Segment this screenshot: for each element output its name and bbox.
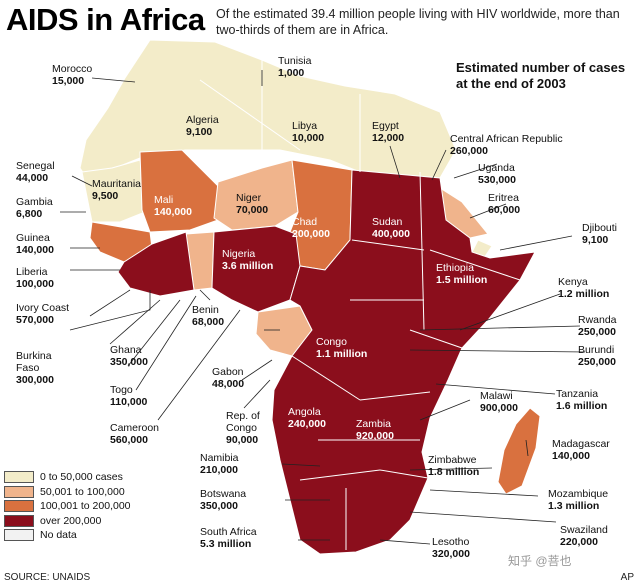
label-guinea: Guinea 140,000 (16, 232, 54, 256)
label-burkina-faso: Burkina Faso 300,000 (16, 350, 54, 386)
label-nigeria: Nigeria 3.6 million (222, 248, 274, 272)
label-cameroon: Cameroon 560,000 (110, 422, 160, 446)
legend-swatch (4, 529, 34, 542)
legend-label: over 200,000 (40, 514, 102, 527)
label-sudan: Sudan 400,000 (372, 216, 410, 240)
legend-label: 100,001 to 200,000 (40, 500, 131, 513)
label-congo: Congo 1.1 million (316, 336, 368, 360)
label-zambia: Zambia 920,000 (356, 418, 394, 442)
label-niger: Niger 70,000 (236, 192, 269, 216)
legend-swatch (4, 471, 34, 484)
region-north-africa (79, 39, 457, 187)
label-mali: Mali 140,000 (154, 194, 192, 218)
label-togo: Togo 110,000 (110, 384, 148, 408)
page-subtitle: Of the estimated 39.4 million people liv… (216, 7, 620, 37)
label-algeria: Algeria 9,100 (186, 114, 219, 138)
label-burundi: Burundi 250,000 (578, 344, 616, 368)
agency-credit: AP (620, 572, 634, 583)
legend-item: 100,001 to 200,000 (4, 499, 131, 514)
label-morocco: Morocco 15,000 (52, 63, 93, 87)
region-madagascar (497, 407, 541, 495)
country-borders (199, 60, 521, 550)
region-mali (139, 149, 219, 233)
map-legend: 0 to 50,000 cases 50,001 to 100,000 100,… (4, 470, 131, 543)
label-madagascar: Madagascar 140,000 (552, 438, 610, 462)
label-rwanda: Rwanda 250,000 (578, 314, 617, 338)
label-libya: Libya 10,000 (292, 120, 325, 144)
label-chad: Chad 200,000 (292, 216, 330, 240)
label-zimbabwe: Zimbabwe 1.8 million (428, 454, 480, 478)
label-mozambique: Mozambique 1.3 million (548, 488, 609, 512)
label-lesotho: Lesotho 320,000 (432, 536, 470, 560)
label-liberia: Liberia 100,000 (16, 266, 54, 290)
label-ivory-coast: Ivory Coast 570,000 (16, 302, 70, 326)
legend-swatch (4, 500, 34, 513)
label-tanzania: Tanzania 1.6 million (556, 388, 608, 412)
label-eritrea: Eritrea 60,000 (488, 192, 521, 216)
leader-lines (60, 70, 586, 545)
region-niger (213, 159, 299, 231)
legend-label: 0 to 50,000 cases (40, 471, 123, 484)
legend-label: No data (40, 529, 77, 542)
label-mauritania: Mauritania 9,500 (92, 178, 142, 202)
watermark: 知乎 @菩也 (508, 554, 572, 568)
map-heading: Estimated number of cases at the end of … (456, 60, 626, 91)
label-malawi: Malawi 900,000 (480, 390, 518, 414)
label-benin: Benin 68,000 (192, 304, 225, 328)
label-namibia: Namibia 210,000 (200, 452, 239, 476)
label-rep-congo: Rep. of Congo 90,000 (226, 410, 260, 446)
legend-item: over 200,000 (4, 514, 131, 529)
label-egypt: Egypt 12,000 (372, 120, 405, 144)
label-botswana: Botswana 350,000 (200, 488, 247, 512)
label-ghana: Ghana 350,000 (110, 344, 148, 368)
legend-swatch (4, 514, 34, 527)
label-ethiopia: Ethiopia 1.5 million (436, 262, 488, 286)
label-senegal: Senegal 44,000 (16, 160, 55, 184)
label-gabon: Gabon 48,000 (212, 366, 245, 390)
label-kenya: Kenya 1.2 million (558, 276, 610, 300)
label-car: Central African Republic 260,000 (450, 133, 563, 157)
source-credit: SOURCE: UNAIDS (4, 572, 91, 583)
legend-label: 50,001 to 100,000 (40, 485, 125, 498)
legend-item: No data (4, 528, 131, 543)
label-swaziland: Swaziland 220,000 (560, 524, 608, 548)
label-gambia: Gambia 6,800 (16, 196, 53, 220)
legend-item: 0 to 50,000 cases (4, 470, 131, 485)
label-south-africa: South Africa 5.3 million (200, 526, 257, 550)
label-angola: Angola 240,000 (288, 406, 326, 430)
label-djibouti: Djibouti 9,100 (582, 222, 618, 246)
legend-item: 50,001 to 100,000 (4, 485, 131, 500)
region-central-south-high (271, 169, 536, 555)
legend-swatch (4, 485, 34, 498)
label-uganda: Uganda 530,000 (478, 162, 516, 186)
page-title: AIDS in Africa (6, 2, 205, 37)
region-west-africa-high (117, 231, 195, 297)
label-tunisia: Tunisia 1,000 (278, 55, 312, 79)
